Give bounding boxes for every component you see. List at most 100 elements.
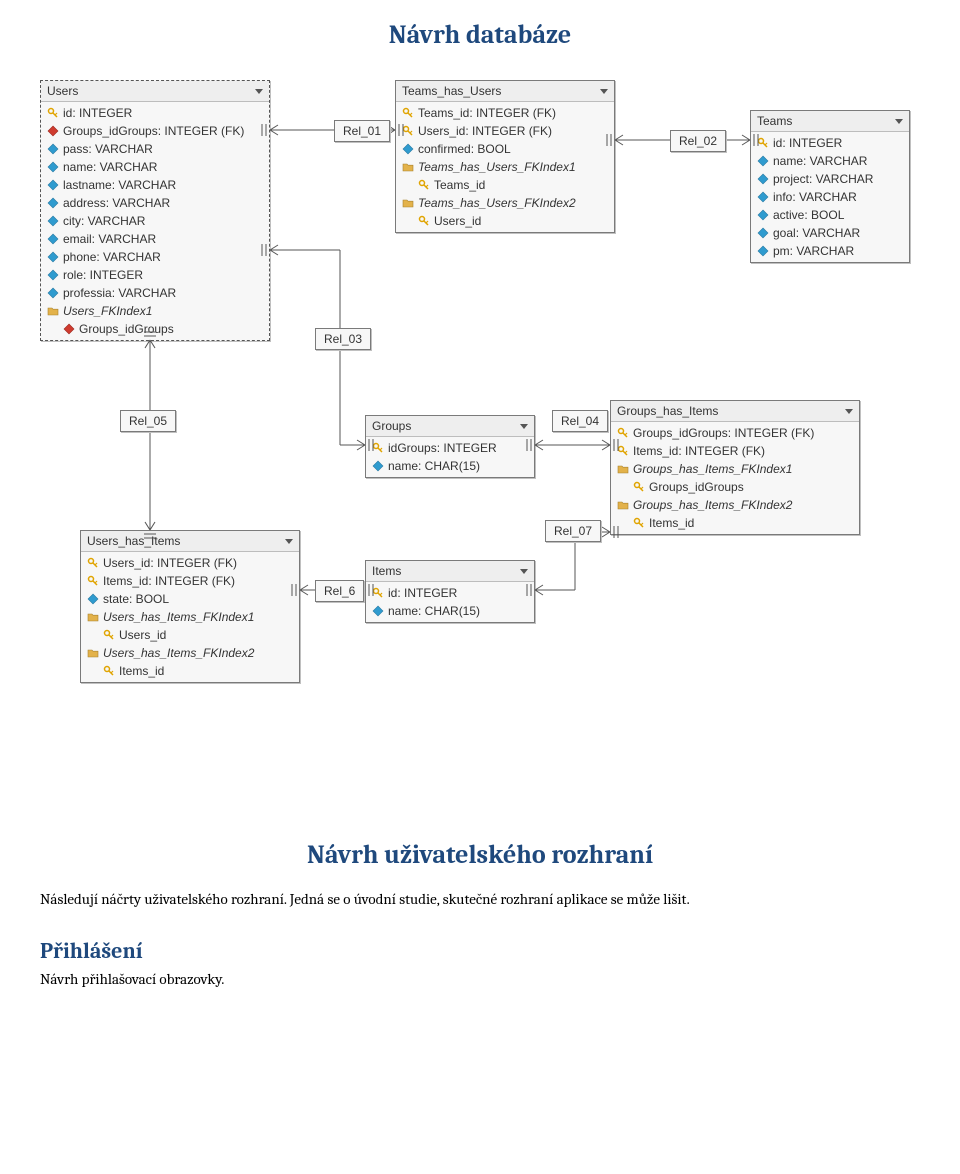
entity-field: Items_id xyxy=(81,662,299,680)
chevron-down-icon xyxy=(255,89,263,94)
field-label: Users_has_Items_FKIndex2 xyxy=(103,645,254,661)
entity-users_has_items: Users_has_Items Users_id: INTEGER (FK) Ite… xyxy=(80,530,300,683)
key-icon xyxy=(87,557,99,569)
page-title-2: Návrh uživatelského rozhraní xyxy=(40,840,920,870)
paragraph-login: Návrh přihlašovací obrazovky. xyxy=(40,970,920,988)
er-diagram: Users id: INTEGER Groups_idGroups: INTEGER… xyxy=(40,80,920,810)
entity-field: Groups_idGroups: INTEGER (FK) xyxy=(611,424,859,442)
entity-field: Teams_has_Users_FKIndex1 xyxy=(396,158,614,176)
entity-groups_has_items: Groups_has_ItemsGroups_idGroups: INTEGER… xyxy=(610,400,860,535)
entity-items: Items id: INTEGERname: CHAR(15) xyxy=(365,560,535,623)
entity-field: address: VARCHAR xyxy=(41,194,269,212)
entity-field: Items_id: INTEGER (FK) xyxy=(611,442,859,460)
field-label: goal: VARCHAR xyxy=(773,225,860,241)
key-icon xyxy=(633,517,645,529)
field-label: Teams_has_Users_FKIndex2 xyxy=(418,195,576,211)
entity-field: name: VARCHAR xyxy=(751,152,909,170)
field-label: Teams_id xyxy=(434,177,485,193)
entity-field: Users_has_Items_FKIndex2 xyxy=(81,644,299,662)
chevron-down-icon xyxy=(520,569,528,574)
chevron-down-icon xyxy=(845,409,853,414)
entity-title: Users_has_Items xyxy=(87,534,281,548)
entity-field: goal: VARCHAR xyxy=(751,224,909,242)
field-label: name: CHAR(15) xyxy=(388,603,480,619)
entity-field: Groups_has_Items_FKIndex1 xyxy=(611,460,859,478)
entity-title: Teams_has_Users xyxy=(402,84,596,98)
entity-title: Users xyxy=(47,84,251,98)
relation-rel07: Rel_07 xyxy=(545,520,601,542)
field-label: Users_id xyxy=(119,627,166,643)
key-icon xyxy=(633,481,645,493)
diamond-icon xyxy=(757,191,769,203)
paragraph-intro: Následují náčrty uživatelského rozhraní.… xyxy=(40,890,920,908)
entity-field: Groups_idGroups xyxy=(611,478,859,496)
field-label: Users_has_Items_FKIndex1 xyxy=(103,609,254,625)
folder-icon xyxy=(402,161,414,173)
field-label: name: CHAR(15) xyxy=(388,458,480,474)
field-label: id: INTEGER xyxy=(63,105,132,121)
entity-field: email: VARCHAR xyxy=(41,230,269,248)
entity-field: name: VARCHAR xyxy=(41,158,269,176)
diamond-icon xyxy=(47,251,59,263)
field-label: Groups_idGroups: INTEGER (FK) xyxy=(63,123,244,139)
field-label: email: VARCHAR xyxy=(63,231,156,247)
diamond_fk-icon xyxy=(63,323,75,335)
field-label: professia: VARCHAR xyxy=(63,285,176,301)
entity-field: idGroups: INTEGER xyxy=(366,439,534,457)
entity-field: name: CHAR(15) xyxy=(366,457,534,475)
entity-field: Items_id xyxy=(611,514,859,532)
field-label: state: BOOL xyxy=(103,591,169,607)
entity-field: Groups_idGroups xyxy=(41,320,269,338)
entity-field: name: CHAR(15) xyxy=(366,602,534,620)
chevron-down-icon xyxy=(895,119,903,124)
entity-field: role: INTEGER xyxy=(41,266,269,284)
field-label: Items_id: INTEGER (FK) xyxy=(103,573,235,589)
entity-field: active: BOOL xyxy=(751,206,909,224)
field-label: id: INTEGER xyxy=(773,135,842,151)
chevron-down-icon xyxy=(600,89,608,94)
diamond-icon xyxy=(47,179,59,191)
diamond-icon xyxy=(47,161,59,173)
entity-header: Teams_has_Users xyxy=(396,81,614,102)
field-label: pm: VARCHAR xyxy=(773,243,854,259)
folder-icon xyxy=(87,647,99,659)
diamond-icon xyxy=(757,227,769,239)
entity-header: Users_has_Items xyxy=(81,531,299,552)
key-icon xyxy=(103,629,115,641)
field-label: Users_id: INTEGER (FK) xyxy=(103,555,237,571)
entity-teams_has_users: Teams_has_UsersTeams_id: INTEGER (FK)Use… xyxy=(395,80,615,233)
key-icon xyxy=(617,445,629,457)
field-label: idGroups: INTEGER xyxy=(388,440,497,456)
entity-field: id: INTEGER xyxy=(366,584,534,602)
field-label: Users_FKIndex1 xyxy=(63,303,152,319)
diamond-icon xyxy=(87,593,99,605)
field-label: role: INTEGER xyxy=(63,267,143,283)
field-label: Groups_has_Items_FKIndex2 xyxy=(633,497,792,513)
diamond-icon xyxy=(47,143,59,155)
entity-field: Groups_idGroups: INTEGER (FK) xyxy=(41,122,269,140)
entity-field: Users_id: INTEGER (FK) xyxy=(396,122,614,140)
field-label: pass: VARCHAR xyxy=(63,141,153,157)
field-label: city: VARCHAR xyxy=(63,213,145,229)
field-label: Users_id xyxy=(434,213,481,229)
relation-rel05: Rel_05 xyxy=(120,410,176,432)
key-icon xyxy=(372,442,384,454)
entity-field: professia: VARCHAR xyxy=(41,284,269,302)
field-label: project: VARCHAR xyxy=(773,171,873,187)
folder-icon xyxy=(87,611,99,623)
diamond-icon xyxy=(757,155,769,167)
folder-icon xyxy=(402,197,414,209)
entity-field: city: VARCHAR xyxy=(41,212,269,230)
chevron-down-icon xyxy=(285,539,293,544)
entity-field: Teams_has_Users_FKIndex2 xyxy=(396,194,614,212)
field-label: Teams_has_Users_FKIndex1 xyxy=(418,159,576,175)
field-label: confirmed: BOOL xyxy=(418,141,511,157)
entity-header: Items xyxy=(366,561,534,582)
field-label: Users_id: INTEGER (FK) xyxy=(418,123,552,139)
diamond-icon xyxy=(47,215,59,227)
entity-field: Users_id: INTEGER (FK) xyxy=(81,554,299,572)
field-label: Groups_idGroups xyxy=(649,479,744,495)
field-label: Groups_idGroups xyxy=(79,321,174,337)
entity-field: Groups_has_Items_FKIndex2 xyxy=(611,496,859,514)
entity-field: Teams_id: INTEGER (FK) xyxy=(396,104,614,122)
